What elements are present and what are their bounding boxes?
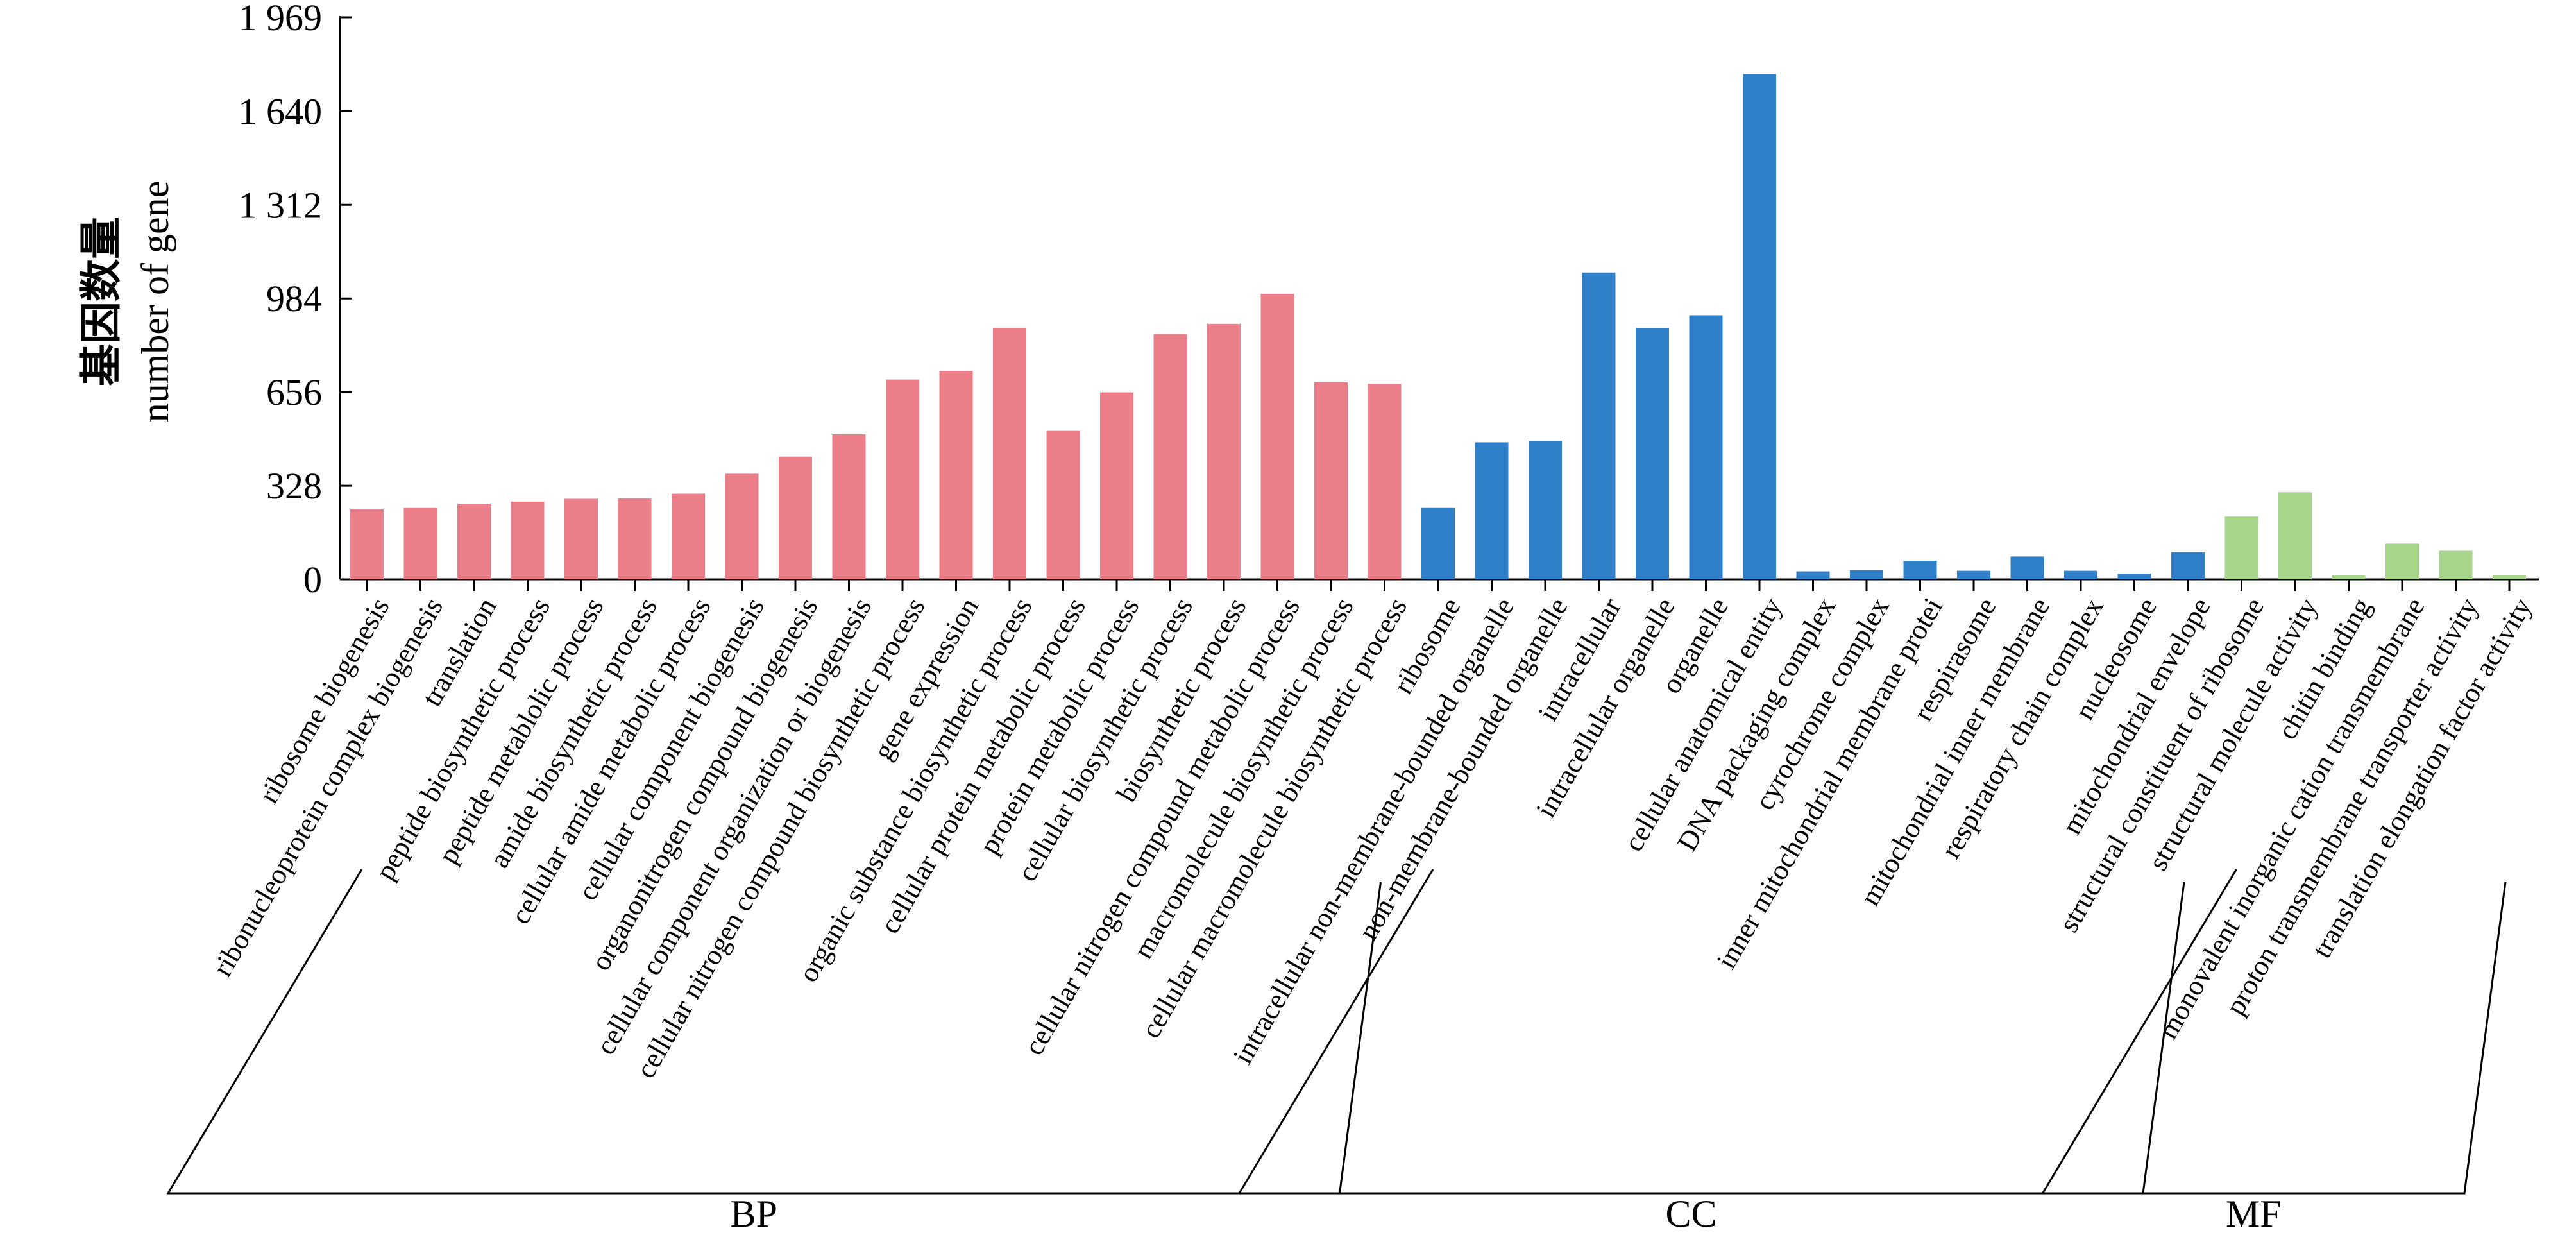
y-tick-label: 0 bbox=[303, 559, 322, 600]
bar bbox=[1368, 384, 1402, 579]
bar bbox=[2010, 556, 2044, 579]
bar bbox=[1207, 323, 1241, 579]
bar bbox=[1421, 507, 1455, 579]
bar bbox=[2278, 492, 2312, 579]
bar bbox=[672, 493, 705, 579]
bar bbox=[350, 509, 384, 579]
group-bracket bbox=[166, 869, 1382, 1195]
y-tick-label: 1 312 bbox=[239, 184, 323, 226]
y-tick-label: 328 bbox=[266, 465, 322, 507]
axes: 0 328 656 984 1 312 1 640 1 969 bbox=[239, 0, 2539, 600]
bar bbox=[1582, 272, 1616, 579]
bar bbox=[403, 507, 437, 579]
bar bbox=[939, 371, 973, 579]
bar bbox=[1743, 74, 1776, 579]
bar bbox=[1100, 392, 1133, 579]
bar bbox=[1260, 294, 1294, 579]
bars bbox=[350, 74, 2526, 579]
bar bbox=[1314, 382, 1348, 579]
bar bbox=[2439, 550, 2473, 579]
y-axis-title: 基因数量 number of gene bbox=[76, 181, 176, 423]
y-tick-label: 984 bbox=[266, 278, 322, 319]
bar bbox=[2171, 552, 2205, 579]
bar bbox=[2385, 543, 2419, 579]
bar bbox=[2224, 516, 2258, 579]
bar bbox=[1529, 441, 1562, 579]
group-bracket bbox=[2040, 869, 2507, 1195]
bar bbox=[1475, 442, 1509, 579]
bar bbox=[1636, 328, 1669, 579]
x-tick-label: ribonucleoprotein complex biogenesis bbox=[207, 593, 449, 982]
y-tick-label: 1 969 bbox=[239, 0, 323, 38]
bar bbox=[2332, 575, 2366, 579]
bar bbox=[886, 379, 919, 579]
bar bbox=[993, 328, 1026, 579]
group-bracket bbox=[1237, 869, 2185, 1195]
bar bbox=[725, 473, 759, 579]
bar bbox=[2117, 574, 2151, 579]
group-label: CC bbox=[1665, 1193, 1716, 1235]
bar bbox=[1689, 315, 1723, 579]
bar bbox=[618, 498, 652, 579]
bar bbox=[779, 456, 812, 579]
group-brackets: BP CC MF bbox=[166, 869, 2507, 1235]
bar bbox=[511, 501, 545, 579]
group-label: BP bbox=[731, 1193, 777, 1235]
y-axis-title-en: number of gene bbox=[134, 181, 176, 423]
y-tick-label: 1 640 bbox=[239, 90, 323, 132]
bar bbox=[2064, 570, 2097, 579]
bar bbox=[457, 504, 491, 579]
bar bbox=[832, 434, 866, 579]
group-label: MF bbox=[2226, 1193, 2282, 1235]
y-axis-title-zh: 基因数量 bbox=[76, 217, 126, 386]
bar bbox=[1903, 561, 1937, 579]
bar bbox=[1796, 571, 1830, 579]
bar bbox=[564, 498, 598, 579]
y-tick-label: 656 bbox=[266, 371, 322, 413]
bar bbox=[1153, 334, 1187, 579]
bar bbox=[1046, 430, 1080, 579]
bar bbox=[1850, 570, 1883, 579]
bar bbox=[1957, 570, 1990, 579]
bar bbox=[2493, 575, 2526, 579]
